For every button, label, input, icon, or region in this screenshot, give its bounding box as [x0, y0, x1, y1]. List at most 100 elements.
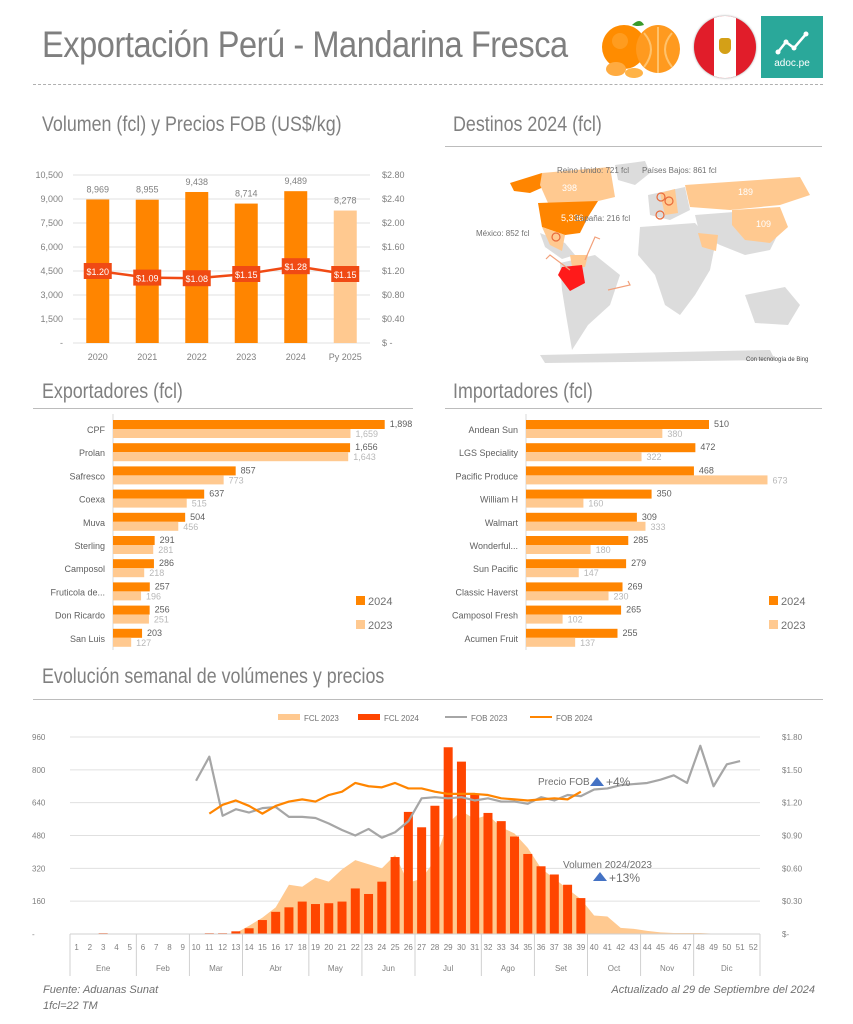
bar-2023 [526, 568, 579, 578]
bar-fcl-2024 [549, 874, 559, 934]
week-tick-label: 15 [258, 943, 267, 952]
bar-fcl-2024 [430, 805, 440, 934]
y-tick-label: 4,500 [40, 266, 63, 276]
bar-2024 [113, 628, 143, 638]
price-data-label: $1.08 [185, 274, 208, 284]
data-label-2023: 515 [192, 499, 207, 509]
y-tick-label: - [60, 338, 63, 348]
y-tick-label: 1,500 [40, 314, 63, 324]
price-marker [331, 266, 360, 282]
month-label: Ene [96, 964, 111, 973]
bar-2024 [113, 420, 385, 429]
bar-2024 [113, 582, 150, 592]
week-tick-label: 13 [231, 943, 240, 952]
area-fcl-2023 [76, 810, 754, 934]
bar-2024 [526, 466, 694, 476]
bar-2024 [113, 443, 351, 453]
price-marker [133, 269, 162, 286]
week-tick-label: 51 [736, 943, 745, 952]
section-title-destinations: Destinos 2024 (fcl) [453, 113, 602, 136]
bar-2024 [526, 512, 637, 522]
week-tick-label: 37 [550, 943, 559, 952]
data-label-2024: 291 [160, 535, 175, 545]
data-label-2024: 504 [190, 512, 205, 522]
map-credit: Con tecnología de Bing [746, 357, 808, 363]
data-label-2023: 773 [229, 475, 244, 485]
week-tick-label: 31 [470, 943, 479, 952]
data-label-2024: 257 [155, 581, 170, 591]
triangle-up-icon [590, 777, 604, 786]
month-label: Oct [608, 964, 621, 973]
volume-data-label: 8,969 [86, 184, 109, 194]
data-label-2023: 1,643 [353, 452, 376, 462]
bar-fcl-2024 [496, 821, 506, 934]
volume-data-label: 9,438 [185, 177, 208, 187]
bar-2024 [113, 466, 236, 476]
saudi-shape [698, 233, 718, 251]
bar-fcl-2024 [377, 881, 387, 934]
category-label: Muva [83, 518, 105, 528]
week-tick-label: 11 [205, 943, 214, 952]
data-label-2024: 203 [147, 628, 162, 638]
x-tick-label: 2021 [137, 352, 157, 362]
data-label-2023: 147 [584, 568, 599, 578]
week-tick-label: 29 [444, 943, 453, 952]
legend-swatch [278, 714, 300, 720]
data-label-2023: 673 [772, 475, 787, 485]
legend-label-2023: 2023 [781, 620, 806, 632]
legend-swatch [358, 714, 380, 720]
data-label-2024: 857 [241, 465, 256, 475]
data-label-2024: 468 [699, 465, 714, 475]
annotation-volume-label: Volumen 2024/2023 [563, 860, 652, 871]
category-label: Andean Sun [468, 425, 518, 435]
week-tick-label: 3 [101, 943, 106, 952]
bar-2023 [526, 637, 576, 647]
bar-fcl-2024 [364, 893, 374, 934]
bar-2023 [526, 545, 591, 554]
bar-2023 [526, 591, 609, 601]
data-label-2024: 279 [631, 558, 646, 568]
bar-fcl-2024 [324, 903, 334, 934]
y-tick-label: 7,500 [40, 218, 63, 228]
legend-label-2024: 2024 [368, 596, 393, 608]
x-tick-label: 2024 [286, 352, 306, 362]
category-label: San Luis [70, 634, 106, 644]
volume-data-label: 8,955 [136, 185, 159, 195]
category-label: William H [480, 495, 518, 505]
bar-2023 [526, 429, 663, 438]
category-label: Prolan [79, 448, 105, 458]
x-tick-label: 2023 [236, 352, 256, 362]
price-data-label: $1.15 [235, 270, 258, 280]
adoc-logo[interactable]: adoc.pe [761, 16, 823, 78]
bar-2024 [526, 605, 622, 615]
data-label-2024: 265 [626, 605, 641, 615]
section-title-volume-prices: Volumen (fcl) y Precios FOB (US$/kg) [42, 113, 342, 136]
legend-label: FCL 2024 [384, 714, 419, 723]
trade-arrow-icons [545, 236, 631, 291]
y-tick-label: 9,000 [40, 194, 63, 204]
price-data-label: $1.15 [334, 270, 357, 280]
bar-2023 [526, 452, 642, 462]
legend-swatch-2023 [769, 620, 778, 630]
bar-fcl-2024 [483, 812, 493, 934]
section-title-importers: Importadores (fcl) [453, 380, 593, 403]
bar-2024 [113, 512, 186, 522]
weekly-divider [33, 699, 823, 700]
week-tick-label: 39 [576, 943, 585, 952]
bar-fcl-2024 [390, 857, 400, 934]
data-label-2023: 1,659 [355, 429, 378, 439]
annual-volume-price-chart: - 1,500 3,000 4,500 6,000 7,500 9,000 10,500 $ -… [35, 170, 404, 362]
week-tick-label: 44 [643, 943, 652, 952]
y-tick-label: 3,000 [40, 290, 63, 300]
bar-fcl-2024 [563, 884, 573, 934]
volume-data-label: 8,714 [235, 189, 258, 199]
bar-fcl-2024 [244, 928, 254, 934]
week-tick-label: 4 [114, 943, 119, 952]
legend-label: FCL 2023 [304, 714, 339, 723]
week-tick-label: 48 [696, 943, 705, 952]
week-tick-label: 35 [523, 943, 532, 952]
footer-updated: Actualizado al 29 de Septiembre del 2024 [611, 984, 815, 996]
annotation-price-label: Precio FOB [538, 777, 590, 788]
y2-tick-label: $1.80 [782, 733, 803, 742]
bar-2024 [113, 559, 154, 569]
